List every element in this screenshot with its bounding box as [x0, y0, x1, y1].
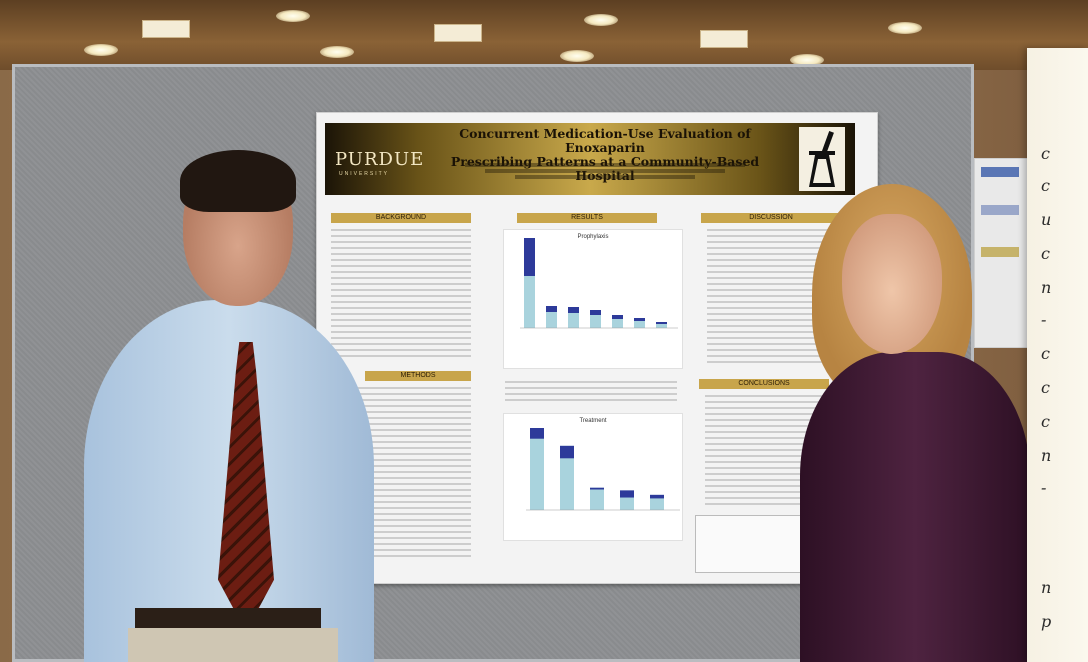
woman-blouse: [800, 352, 1030, 662]
section-header-conclusions: CONCLUSIONS: [699, 379, 829, 389]
chart-bar: [530, 428, 544, 510]
page-edge-glyph: c: [1041, 378, 1050, 397]
chart-bar: [650, 494, 664, 510]
page-edge-glyph: n: [1041, 278, 1052, 297]
page-edge-glyph: u: [1041, 210, 1052, 229]
ceiling: [0, 0, 1088, 70]
chart-bar-top-segment: [530, 428, 544, 439]
chart-title: Treatment: [579, 418, 607, 424]
side-poster-block: [981, 205, 1019, 215]
ceiling-light: [790, 54, 824, 66]
page-edge-glyph: -: [1041, 478, 1047, 497]
poster-authors: [435, 161, 775, 181]
page-edge-glyph: c: [1041, 176, 1050, 195]
section-header-background: BACKGROUND: [331, 213, 471, 223]
chart-bar-top-segment: [524, 238, 535, 276]
chart-bar-top-segment: [612, 315, 623, 319]
university-logo-text: PURDUE: [335, 149, 425, 170]
chart-bar-top-segment: [634, 318, 645, 321]
chart-bar-top-segment: [568, 307, 579, 313]
ceiling-panel-light: [434, 24, 482, 42]
background-text: [331, 229, 471, 359]
chart-bar-top-segment: [590, 487, 604, 490]
chart-bar: [612, 315, 623, 328]
chart-bar-top-segment: [650, 494, 664, 499]
chart-bar-top-segment: [620, 490, 634, 498]
poster-title-line2: Prescribing Patterns at a Community-Base…: [450, 154, 760, 183]
ceiling-light: [584, 14, 618, 26]
section-header-discussion: DISCUSSION: [701, 213, 841, 223]
section-header-results: RESULTS: [517, 213, 657, 223]
chart-prophylaxis: Prophylaxis: [503, 229, 683, 369]
page-edge-glyph: -: [1041, 310, 1047, 329]
results-text: [505, 381, 677, 403]
side-poster-header: [981, 167, 1019, 177]
man-pants: [128, 628, 338, 662]
poster-banner: PURDUE UNIVERSITY Concurrent Medication-…: [325, 123, 855, 195]
university-sub-text: UNIVERSITY: [339, 171, 390, 177]
chart-bar: [546, 306, 557, 328]
chart-treatment-bars: [526, 428, 680, 511]
author-line: [485, 169, 725, 173]
chart-bar: [656, 322, 667, 328]
chart-prophylaxis-bars: [520, 238, 678, 329]
chart-bar-top-segment: [590, 310, 601, 315]
chart-bar-top-segment: [546, 306, 557, 312]
poster-title-line1: Concurrent Medication-Use Evaluation of …: [459, 126, 751, 155]
page-edge-glyph: c: [1041, 244, 1050, 263]
woman-face: [842, 214, 942, 354]
chart-bar: [524, 238, 535, 328]
chart-bar: [560, 445, 574, 510]
chart-bar: [634, 318, 645, 328]
page-edge-glyph: n: [1041, 446, 1052, 465]
man-hair: [180, 150, 296, 212]
page-edge-glyph: p: [1041, 612, 1052, 631]
ceiling-panel-light: [700, 30, 748, 48]
author-line: [515, 175, 695, 179]
page-edge-glyph: c: [1041, 412, 1050, 431]
author-line: [465, 163, 745, 167]
ceiling-light: [84, 44, 118, 56]
page-edge-glyph: c: [1041, 344, 1050, 363]
chart-bar-top-segment: [560, 445, 574, 459]
ceiling-light: [560, 50, 594, 62]
chart-bar: [590, 310, 601, 328]
mortar-pestle-icon: [799, 127, 845, 191]
ceiling-light: [276, 10, 310, 22]
chart-bar: [568, 307, 579, 328]
side-poster-block: [981, 247, 1019, 257]
man-belt: [135, 608, 321, 630]
section-header-methods: METHODS: [365, 371, 471, 381]
chart-treatment: Treatment: [503, 413, 683, 541]
poster-title: Concurrent Medication-Use Evaluation of …: [425, 127, 785, 183]
ceiling-panel-light: [142, 20, 190, 38]
page-edge-glyph: n: [1041, 578, 1052, 597]
chart-bar-top-segment: [656, 322, 667, 324]
page-edge-panel: c c u c n - c c c n - n p: [1027, 48, 1088, 662]
ceiling-light: [320, 46, 354, 58]
side-poster: [974, 158, 1028, 348]
page-edge-glyph: c: [1041, 144, 1050, 163]
research-poster: PURDUE UNIVERSITY Concurrent Medication-…: [316, 112, 878, 584]
chart-bar: [590, 487, 604, 510]
ceiling-light: [888, 22, 922, 34]
chart-title: Prophylaxis: [577, 234, 609, 240]
